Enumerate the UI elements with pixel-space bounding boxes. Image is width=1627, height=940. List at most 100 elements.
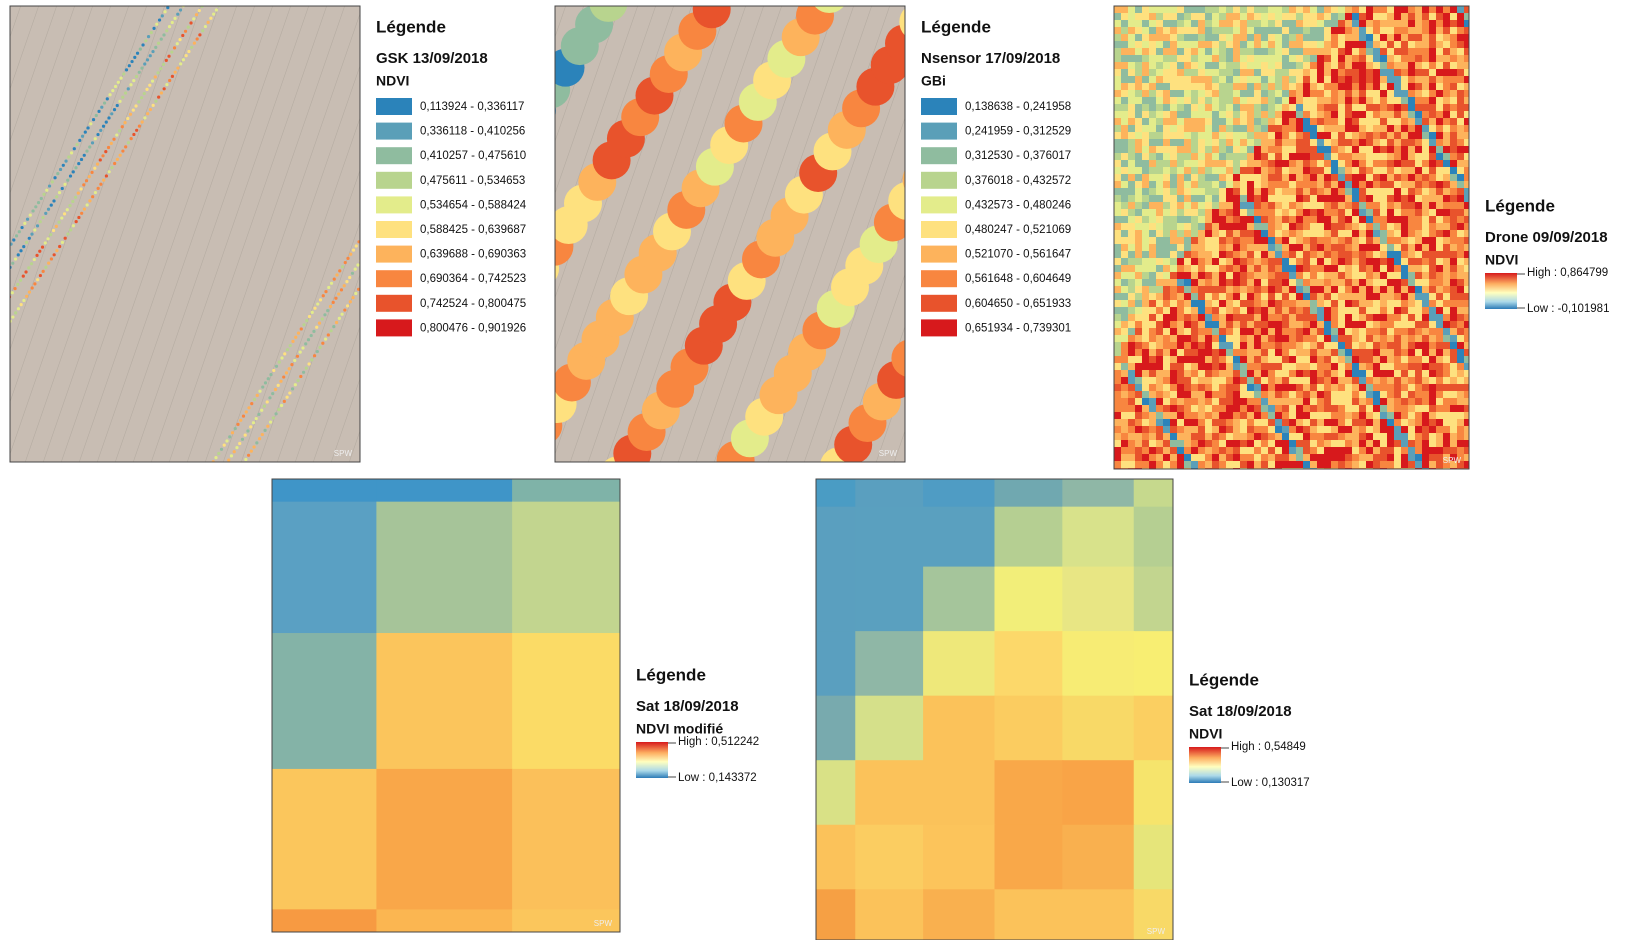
pixel: [1177, 202, 1184, 209]
pixel: [1387, 356, 1394, 363]
sample-point: [201, 477, 204, 480]
pixel: [1296, 370, 1303, 377]
pixel: [1324, 391, 1331, 398]
sample-point: [106, 641, 109, 644]
pixel: [1114, 230, 1121, 237]
pixel: [1373, 272, 1380, 279]
sample-point: [470, 70, 473, 73]
pixel: [1457, 342, 1464, 349]
pixel: [1457, 6, 1464, 13]
pixel: [1324, 188, 1331, 195]
sample-point: [286, 348, 289, 351]
pixel: [1128, 237, 1135, 244]
sample-point: [244, 458, 247, 461]
pixel: [1289, 216, 1296, 223]
pixel: [1422, 391, 1429, 398]
sample-point: [433, 451, 436, 454]
pixel: [1156, 111, 1163, 118]
pixel: [1261, 55, 1268, 62]
pixel: [1303, 244, 1310, 251]
pixel: [1149, 83, 1156, 90]
sample-point: [52, 229, 55, 232]
sample-point: [427, 406, 430, 409]
pixel: [1373, 209, 1380, 216]
pixel: [1191, 314, 1198, 321]
pixel: [1191, 20, 1198, 27]
sample-point: [132, 79, 135, 82]
pixel: [1408, 132, 1415, 139]
sensor-reading: [510, 428, 548, 466]
pixel: [1373, 321, 1380, 328]
pixel: [1380, 160, 1387, 167]
sample-point: [232, 725, 235, 728]
sensor-reading: [631, 570, 669, 608]
pixel: [1352, 202, 1359, 209]
sample-point: [439, 139, 442, 142]
pixel: [1142, 13, 1149, 20]
pixel: [1177, 391, 1184, 398]
pixel: [1184, 363, 1191, 370]
pixel: [1331, 174, 1338, 181]
pixel: [1450, 20, 1457, 27]
pixel: [1121, 405, 1128, 412]
pixel: [1317, 27, 1324, 34]
pixel: [1303, 34, 1310, 41]
pixel: [1114, 48, 1121, 55]
pixel: [1408, 279, 1415, 286]
pixel: [1233, 104, 1240, 111]
pixel: [1121, 146, 1128, 153]
sample-point: [143, 92, 146, 95]
sample-point: [424, 410, 427, 413]
pixel: [1128, 132, 1135, 139]
pixel: [1191, 69, 1198, 76]
pixel: [1268, 55, 1275, 62]
pixel: [1261, 20, 1268, 27]
pixel: [1373, 307, 1380, 314]
pixel: [1156, 195, 1163, 202]
sample-point: [546, 252, 549, 255]
pixel: [1422, 41, 1429, 48]
pixel: [1366, 48, 1373, 55]
pixel: [1373, 265, 1380, 272]
pixel: [1394, 335, 1401, 342]
pixel: [1380, 314, 1387, 321]
sample-point: [419, 418, 422, 421]
sample-point: [30, 233, 33, 236]
pixel: [1198, 118, 1205, 125]
pixel: [1373, 342, 1380, 349]
pixel: [1282, 69, 1289, 76]
pixel: [1212, 111, 1219, 118]
pixel: [1394, 419, 1401, 426]
sample-point: [217, 452, 220, 455]
sample-point: [135, 576, 138, 579]
pixel: [1177, 419, 1184, 426]
pixel: [1156, 349, 1163, 356]
pixel: [1387, 398, 1394, 405]
legend-label: 0,561648 - 0,604649: [965, 273, 1071, 285]
pixel: [1303, 153, 1310, 160]
pixel: [1429, 244, 1436, 251]
sample-point: [121, 96, 124, 99]
pixel: [1457, 160, 1464, 167]
sample-point: [209, 464, 212, 467]
sample-point: [386, 468, 389, 471]
pixel: [1114, 62, 1121, 69]
sample-point: [498, 29, 501, 32]
pixel: [1317, 405, 1324, 412]
sample-point: [64, 237, 67, 240]
sample-point: [258, 390, 261, 393]
pixel: [1345, 328, 1352, 335]
sample-point: [138, 71, 141, 74]
pixel: [1226, 279, 1233, 286]
sample-point: [99, 183, 102, 186]
pixel: [1205, 20, 1212, 27]
pixel: [1191, 307, 1198, 314]
pixel: [1149, 146, 1156, 153]
pixel: [1289, 419, 1296, 426]
pixel: [1289, 384, 1296, 391]
pixel: [1450, 62, 1457, 69]
sample-point: [126, 117, 129, 120]
pixel: [1142, 426, 1149, 433]
pixel: [1177, 265, 1184, 272]
pixel: [1156, 13, 1163, 20]
